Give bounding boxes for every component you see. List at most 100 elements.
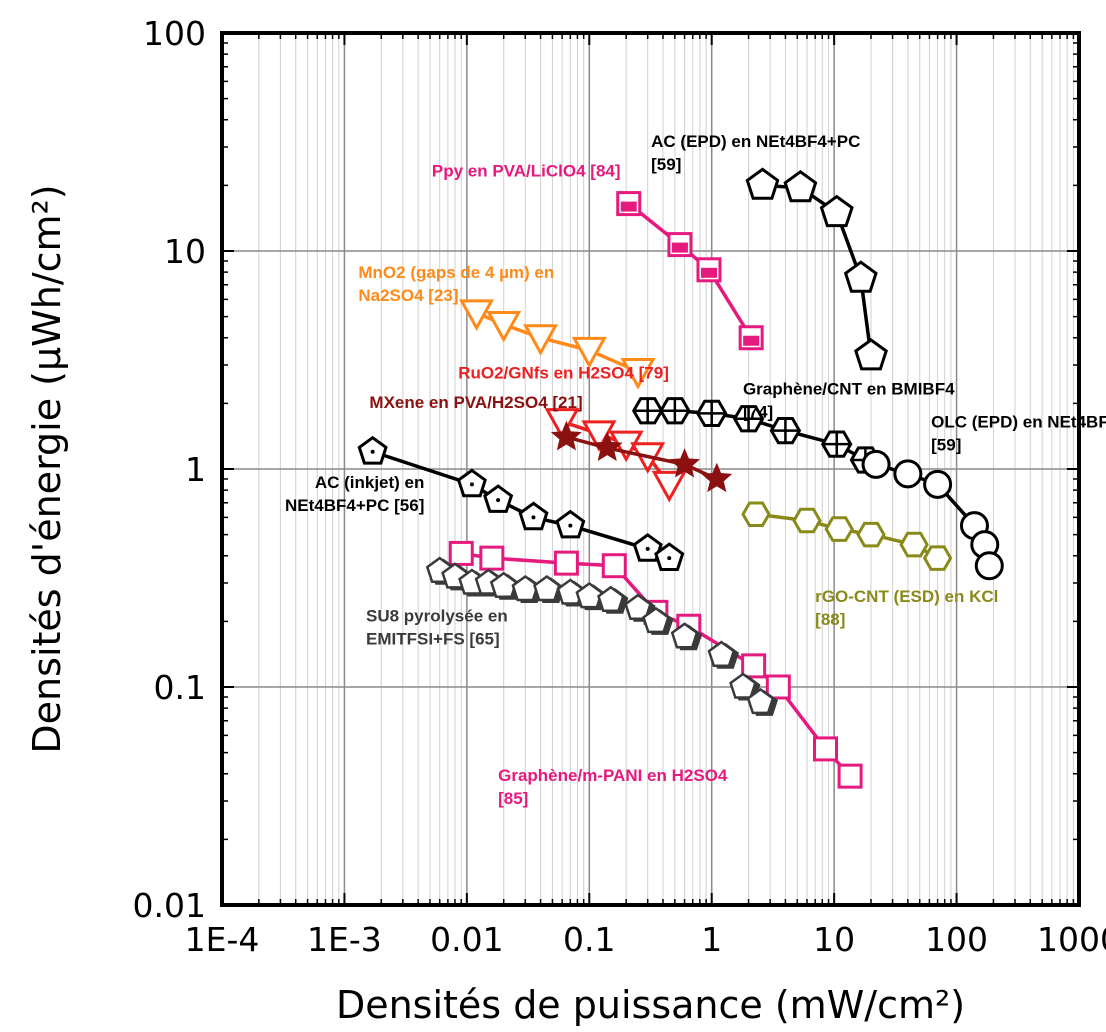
data-point <box>553 550 579 576</box>
y-tick-label: 0.01 <box>133 886 206 925</box>
data-point <box>624 593 652 620</box>
data-point <box>571 336 607 369</box>
data-point <box>486 311 522 343</box>
x-tick-label: 1E-4 <box>185 920 260 959</box>
data-point-dot <box>645 546 650 551</box>
data-point <box>861 449 891 479</box>
series-label-6: OLC (EPD) en NEt4BF4+PC [59] <box>931 413 1106 455</box>
series-10 <box>425 556 778 716</box>
series-label-line: [59] <box>931 436 961 455</box>
data-point <box>765 674 791 700</box>
data-point <box>597 585 625 613</box>
series-2 <box>459 299 656 390</box>
data-point <box>670 622 699 649</box>
data-point <box>856 521 886 548</box>
data-point <box>591 431 623 462</box>
series-label-line: [59] <box>651 155 681 174</box>
series-labels: Ppy en PVA/LiClO4 [84] AC (EPD) en NEt4BF… <box>285 132 1106 808</box>
data-point-fill <box>700 267 717 278</box>
series-label-line: OLC (EPD) en NEt4BF4+PC <box>931 413 1106 432</box>
data-point <box>556 578 585 605</box>
data-point-dot <box>667 556 672 561</box>
data-point-fill <box>743 335 760 346</box>
series-label-line: [74] <box>743 402 773 421</box>
data-point <box>459 299 495 331</box>
data-point <box>819 194 854 228</box>
data-point <box>575 581 604 609</box>
series-label-line: Graphène/m-PANI en H2SO4 <box>498 766 728 785</box>
series-3 <box>544 408 687 503</box>
data-point <box>479 545 505 571</box>
data-point <box>489 571 518 598</box>
series-5 <box>631 397 882 474</box>
data-point <box>511 574 540 602</box>
series-layer <box>357 167 1004 789</box>
major-grid <box>222 33 1079 905</box>
data-point <box>544 408 580 440</box>
data-point <box>783 169 818 203</box>
data-point <box>837 763 863 789</box>
axis-ticks <box>221 32 1080 906</box>
series-label-line: Na2SO4 [23] <box>358 286 458 305</box>
data-point-dot <box>568 523 573 528</box>
data-point <box>843 260 878 293</box>
series-label-line: Graphène/CNT en BMIBF4 <box>743 379 955 398</box>
data-point <box>642 606 670 634</box>
x-tick-label: 1E-3 <box>307 920 382 959</box>
series-8 <box>741 501 953 571</box>
data-point <box>729 672 757 699</box>
series-label-line: [88] <box>815 610 845 629</box>
series-label-7: AC (inkjet) en NEt4BF4+PC [56] <box>285 473 424 515</box>
series-label-2: MnO2 (gaps de 4 µm) en Na2SO4 [23] <box>358 263 554 305</box>
series-label-1: AC (EPD) en NEt4BF4+PC [59] <box>651 132 860 174</box>
series-label-4: MXene en PVA/H2SO4 [21] <box>369 393 582 412</box>
data-point <box>745 167 780 200</box>
data-point <box>813 736 839 762</box>
data-point-dot <box>469 482 474 487</box>
data-point <box>741 501 771 527</box>
data-point <box>792 507 822 534</box>
data-point <box>707 640 736 667</box>
data-point <box>448 540 474 566</box>
y-axis-title: Densités d'énergie (µWh/cm²) <box>25 184 69 753</box>
series-label-line: Ppy en PVA/LiClO4 [84] <box>432 161 621 180</box>
data-point <box>893 459 923 489</box>
x-tick-label: 0.1 <box>563 920 615 959</box>
data-point <box>620 358 656 390</box>
data-point <box>854 338 888 371</box>
data-point-fill <box>620 201 637 212</box>
series-line <box>627 202 753 339</box>
series-label-line: MnO2 (gaps de 4 µm) en <box>358 263 554 282</box>
data-point <box>601 553 627 579</box>
x-tick-label: 0.01 <box>430 920 503 959</box>
data-point <box>923 469 953 499</box>
data-point-fill <box>671 242 688 253</box>
series-1 <box>745 167 888 371</box>
series-label-9: Graphène/m-PANI en H2SO4 [85] <box>498 766 728 808</box>
series-label-line: MXene en PVA/H2SO4 [21] <box>369 393 582 412</box>
series-7 <box>357 435 685 571</box>
series-label-line: SU8 pyrolysée en <box>366 606 508 625</box>
y-tick-label: 0.1 <box>154 668 206 707</box>
series-0 <box>616 191 764 351</box>
series-line <box>565 435 718 481</box>
series-label-line: RuO2/GNfs en H2SO4 [79] <box>458 364 669 383</box>
series-label-8: rGO-CNT (ESD) en KCl [88] <box>815 587 998 629</box>
x-axis-title: Densités de puissance (mW/cm²) <box>336 983 965 1027</box>
x-tick-label: 1 <box>701 920 722 959</box>
y-tick-label: 100 <box>143 14 206 53</box>
x-tick-label: 10 <box>813 920 855 959</box>
y-tick-label: 10 <box>164 232 206 271</box>
data-point <box>533 574 561 602</box>
data-point <box>701 462 733 493</box>
data-point-dot <box>370 449 375 454</box>
data-point <box>974 551 1004 581</box>
data-point-dot <box>496 498 501 503</box>
series-label-0: Ppy en PVA/LiClO4 [84] <box>432 161 621 180</box>
x-tick-label: 100 <box>925 920 988 959</box>
series-label-5: Graphène/CNT en BMIBF4 [74] <box>743 379 955 421</box>
data-point <box>922 545 953 571</box>
